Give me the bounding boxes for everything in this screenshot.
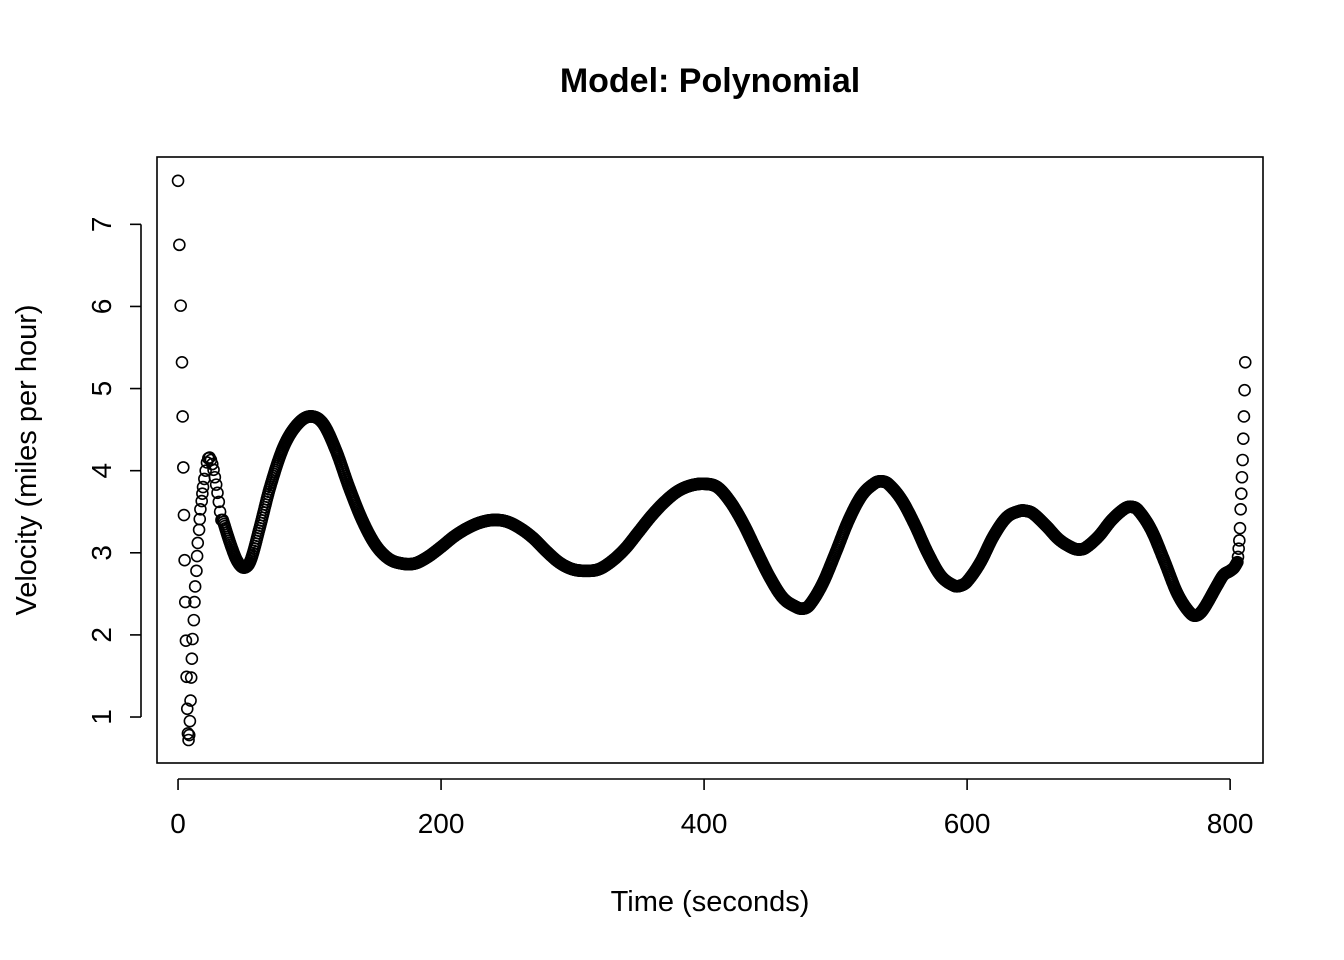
data-point bbox=[186, 632, 199, 646]
data-point bbox=[178, 553, 191, 567]
data-point bbox=[211, 486, 224, 500]
y-tick-label: 5 bbox=[86, 381, 117, 397]
data-point bbox=[178, 595, 192, 609]
y-tick-label: 7 bbox=[86, 217, 117, 233]
data-point bbox=[212, 495, 226, 509]
data-point bbox=[196, 487, 209, 500]
data-point bbox=[194, 502, 207, 516]
data-point bbox=[188, 580, 202, 593]
data-point bbox=[184, 694, 197, 707]
y-tick-label: 6 bbox=[86, 299, 117, 315]
y-axis-label: Velocity (miles per hour) bbox=[11, 304, 43, 615]
data-point bbox=[171, 174, 185, 188]
data-point bbox=[192, 523, 206, 537]
x-tick-label: 200 bbox=[418, 808, 465, 839]
data-point bbox=[1238, 355, 1252, 369]
data-point bbox=[199, 464, 212, 477]
data-point bbox=[174, 299, 187, 312]
data-point bbox=[1233, 521, 1247, 535]
data-point bbox=[177, 508, 191, 522]
data-point bbox=[1236, 453, 1249, 467]
data-point bbox=[196, 480, 210, 494]
x-tick-label: 600 bbox=[944, 808, 991, 839]
data-points bbox=[171, 174, 1252, 747]
data-point bbox=[207, 463, 220, 477]
data-point bbox=[190, 549, 204, 563]
data-point bbox=[1232, 542, 1245, 555]
x-axis: 0 200 400 600 800 bbox=[170, 778, 1254, 839]
data-point bbox=[209, 478, 223, 491]
data-point bbox=[181, 727, 195, 740]
data-point bbox=[195, 494, 209, 508]
data-point bbox=[182, 728, 196, 742]
data-point bbox=[180, 702, 194, 716]
data-point bbox=[208, 470, 222, 484]
y-tick-label: 1 bbox=[86, 709, 117, 725]
data-point bbox=[205, 457, 219, 471]
data-point bbox=[182, 733, 195, 747]
data-point bbox=[177, 461, 190, 474]
x-axis-label: Time (seconds) bbox=[611, 886, 810, 918]
data-point bbox=[1238, 383, 1251, 397]
data-point bbox=[185, 652, 199, 666]
y-tick-label: 2 bbox=[86, 627, 117, 643]
y-tick-label: 4 bbox=[86, 463, 117, 479]
data-point bbox=[180, 670, 193, 684]
plot-frame bbox=[156, 156, 1264, 764]
x-tick-label: 800 bbox=[1207, 808, 1254, 839]
chart-title: Model: Polynomial bbox=[560, 62, 860, 100]
data-point bbox=[175, 355, 189, 369]
y-axis: 1 2 3 4 5 6 7 bbox=[86, 217, 142, 725]
x-tick-label: 400 bbox=[681, 808, 728, 839]
data-point bbox=[188, 595, 201, 609]
data-point bbox=[191, 536, 205, 550]
data-point bbox=[190, 564, 203, 578]
y-tick-label: 3 bbox=[86, 545, 117, 561]
data-point bbox=[184, 671, 198, 684]
data-point bbox=[176, 410, 189, 423]
data-point bbox=[187, 613, 201, 627]
data-point bbox=[1233, 534, 1246, 547]
data-point bbox=[193, 512, 207, 526]
data-point bbox=[1237, 410, 1251, 423]
data-point bbox=[1236, 432, 1250, 445]
data-point bbox=[1235, 487, 1248, 500]
data-point bbox=[179, 634, 193, 647]
data-point bbox=[1234, 502, 1247, 516]
x-tick-label: 0 bbox=[170, 808, 186, 839]
data-point bbox=[173, 238, 186, 252]
data-point bbox=[183, 714, 197, 728]
data-point bbox=[1235, 470, 1249, 484]
data-point bbox=[1231, 555, 1244, 569]
